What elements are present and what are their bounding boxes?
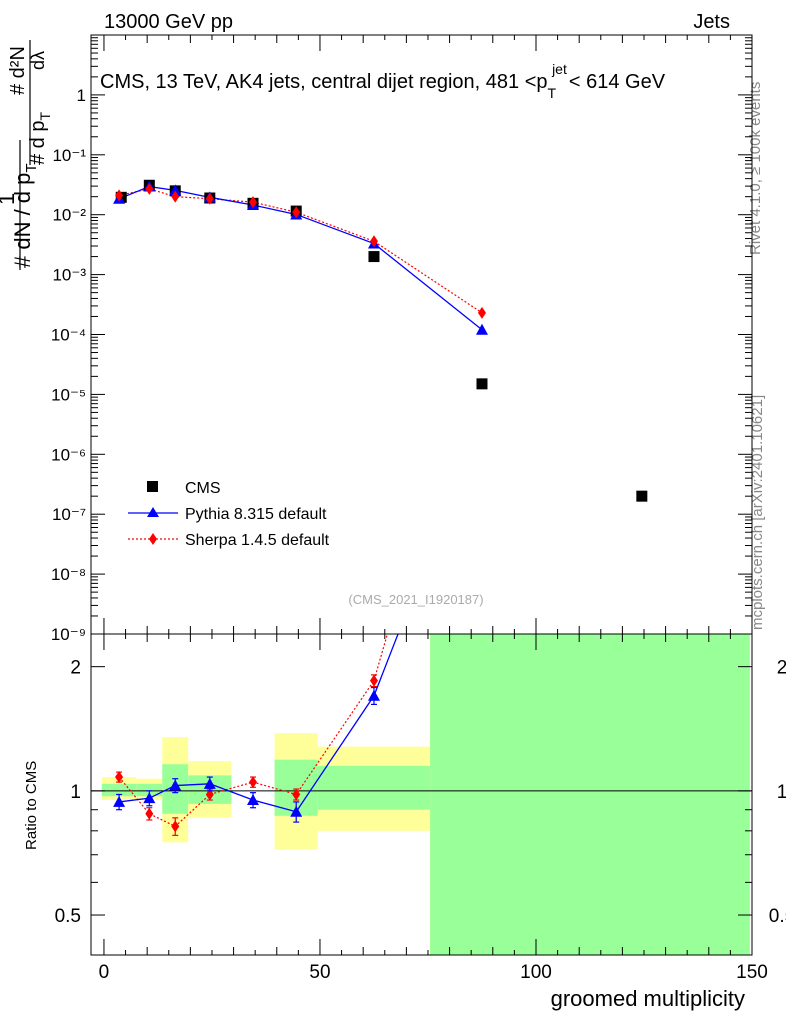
plot-frames: 1 10⁻¹ 10⁻² 10⁻³ 10⁻⁴ 10⁻⁵ 10⁻⁶ 10⁻⁷ 10⁻⁸ 10⁻⁹ 0.5… [51,34,786,983]
upper-y-tick-label: 10⁻¹ [52,146,86,165]
sherpa-ratio-point [249,776,258,789]
upper-y-tick-label: 10⁻³ [52,266,86,285]
cms-point [368,251,380,263]
pythia-ratio-line [119,634,399,813]
ylabel-part-3: # d pT [27,112,53,165]
sherpa-point [292,206,301,219]
sherpa-point [145,182,154,195]
ylabel-part-4: # d²N [7,46,29,95]
ylabel-part-5: dλ [28,51,48,70]
pythia-ratio-point [290,805,303,817]
cms-point [636,490,648,502]
x-tick-label: 50 [309,962,330,983]
pythia-ratio-point [113,795,126,807]
sherpa-point [171,190,180,203]
upper-y-tick-label: 10⁻⁸ [51,565,86,584]
x-tick-label: 150 [736,962,768,983]
sherpa-point [369,235,378,248]
pythia-ratio-point [169,779,182,791]
sherpa-point [477,306,486,319]
sherpa-ratio-point [205,788,214,801]
x-tick-label: 0 [99,962,110,983]
mcplots-label: mcplots.cern.ch [arXiv:2401.10621] [749,395,766,630]
pythia-point [475,323,488,335]
pythia-ratio-point [476,412,488,423]
band-green-1 [136,783,163,797]
legend-sherpa-marker [149,533,157,545]
upper-y-tick-label: 10⁻⁵ [51,385,86,404]
sherpa-ratio-point [115,771,124,784]
header-jets: Jets [693,11,730,33]
sherpa-ratio-point [369,674,378,687]
lower-bands [101,634,750,955]
band-green-5 [317,765,431,810]
x-axis-label: groomed multiplicity [551,986,745,1011]
legend-cms-marker [147,481,158,492]
upper-y-tick-label: 10⁻⁷ [52,505,86,524]
pythia-ratio-point [203,777,216,789]
lower-y-tick-label: 2 [70,658,81,679]
sherpa-point [205,192,214,205]
sherpa-ratio-line [118,634,389,828]
sherpa-point [249,196,258,209]
sherpa-ratio-point [292,788,301,801]
x-tick-label: 100 [520,962,552,983]
upper-y-tick-label: 1 [77,86,86,105]
lower-y-tick-label-right: 0.5 [769,906,786,927]
legend-pythia-label: Pythia 8.315 default [185,506,327,523]
rivet-label: Rivet 4.1.0, ≥ 100k events [747,82,764,255]
header-energy: 13000 GeV pp [104,11,233,33]
upper-plot [113,179,648,502]
lower-y-axis-label: Ratio to CMS [23,761,40,850]
pythia-point [169,184,182,196]
legend: CMS Pythia 8.315 default Sherpa 1.4.5 de… [128,480,330,549]
cms-point [476,378,488,390]
pythia-ratio-point [367,689,380,701]
sherpa-line [118,188,483,314]
legend-pythia-marker [147,507,159,517]
legend-sherpa-label: Sherpa 1.4.5 default [185,532,330,549]
ylabel-part-1: # dN / d pT [10,163,40,268]
pythia-ratio-point [143,792,156,804]
upper-y-tick-label: 10⁻⁹ [51,625,86,644]
legend-cms-label: CMS [185,480,221,497]
upper-y-tick-label: 10⁻⁴ [51,326,86,345]
band-green-6 [430,634,750,955]
sherpa-point [115,189,124,202]
upper-y-tick-label: 10⁻⁶ [51,445,86,464]
lower-frame [90,633,753,956]
sherpa-ratio-point [171,820,180,833]
analysis-id: (CMS_2021_I1920187) [348,592,483,607]
ylabel-part-2: 1 [0,193,19,205]
sherpa-ratio-point [145,807,154,820]
upper-y-tick-label: 10⁻² [52,206,86,225]
lower-y-tick-label: 1 [70,782,81,803]
lower-plot [91,412,752,836]
lower-y-tick-label: 0.5 [55,906,81,927]
plot-title: CMS, 13 TeV, AK4 jets, central dijet reg… [100,61,666,101]
lower-y-tick-label-right: 1 [777,782,786,803]
pythia-ratio-point [247,794,260,806]
lower-y-tick-label-right: 2 [777,658,786,679]
upper-y-axis-label: # dN / d pT 1 # d pT # d²N dλ [0,40,53,270]
